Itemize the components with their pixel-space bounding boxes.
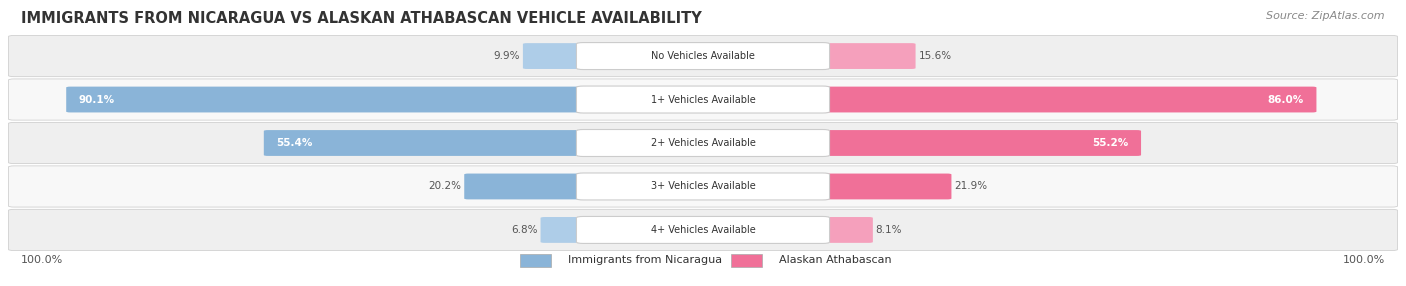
Text: 8.1%: 8.1% — [876, 225, 903, 235]
FancyBboxPatch shape — [8, 35, 1398, 77]
FancyBboxPatch shape — [818, 87, 1316, 112]
FancyBboxPatch shape — [520, 254, 551, 267]
Text: 4+ Vehicles Available: 4+ Vehicles Available — [651, 225, 755, 235]
FancyBboxPatch shape — [540, 217, 588, 243]
FancyBboxPatch shape — [576, 130, 830, 156]
Text: 1+ Vehicles Available: 1+ Vehicles Available — [651, 95, 755, 104]
Text: 100.0%: 100.0% — [21, 255, 63, 265]
FancyBboxPatch shape — [8, 166, 1398, 207]
Text: 86.0%: 86.0% — [1268, 95, 1303, 104]
Text: 20.2%: 20.2% — [429, 182, 461, 191]
Text: Immigrants from Nicaragua: Immigrants from Nicaragua — [568, 255, 723, 265]
FancyBboxPatch shape — [264, 130, 588, 156]
Text: 9.9%: 9.9% — [494, 51, 520, 61]
FancyBboxPatch shape — [576, 43, 830, 69]
FancyBboxPatch shape — [8, 209, 1398, 251]
Text: 2+ Vehicles Available: 2+ Vehicles Available — [651, 138, 755, 148]
Text: 3+ Vehicles Available: 3+ Vehicles Available — [651, 182, 755, 191]
FancyBboxPatch shape — [576, 86, 830, 113]
Text: Alaskan Athabascan: Alaskan Athabascan — [779, 255, 891, 265]
FancyBboxPatch shape — [818, 217, 873, 243]
Text: Source: ZipAtlas.com: Source: ZipAtlas.com — [1267, 11, 1385, 21]
FancyBboxPatch shape — [818, 130, 1142, 156]
Text: 55.2%: 55.2% — [1092, 138, 1129, 148]
Text: 90.1%: 90.1% — [79, 95, 115, 104]
Text: 55.4%: 55.4% — [277, 138, 314, 148]
FancyBboxPatch shape — [576, 217, 830, 243]
Text: 21.9%: 21.9% — [955, 182, 987, 191]
FancyBboxPatch shape — [818, 174, 952, 199]
FancyBboxPatch shape — [8, 79, 1398, 120]
FancyBboxPatch shape — [576, 173, 830, 200]
Text: 100.0%: 100.0% — [1343, 255, 1385, 265]
FancyBboxPatch shape — [523, 43, 588, 69]
Text: IMMIGRANTS FROM NICARAGUA VS ALASKAN ATHABASCAN VEHICLE AVAILABILITY: IMMIGRANTS FROM NICARAGUA VS ALASKAN ATH… — [21, 11, 702, 26]
Text: No Vehicles Available: No Vehicles Available — [651, 51, 755, 61]
FancyBboxPatch shape — [731, 254, 762, 267]
Text: 15.6%: 15.6% — [918, 51, 952, 61]
FancyBboxPatch shape — [66, 87, 588, 112]
FancyBboxPatch shape — [818, 43, 915, 69]
FancyBboxPatch shape — [8, 122, 1398, 164]
FancyBboxPatch shape — [464, 174, 588, 199]
Text: 6.8%: 6.8% — [512, 225, 537, 235]
